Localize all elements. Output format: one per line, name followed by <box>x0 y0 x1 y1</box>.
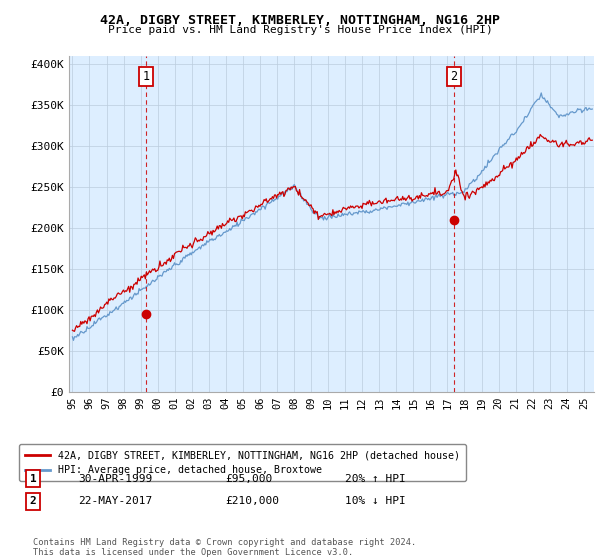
Text: 20% ↑ HPI: 20% ↑ HPI <box>345 474 406 484</box>
Text: 1: 1 <box>143 70 150 83</box>
Text: Price paid vs. HM Land Registry's House Price Index (HPI): Price paid vs. HM Land Registry's House … <box>107 25 493 35</box>
Legend: 42A, DIGBY STREET, KIMBERLEY, NOTTINGHAM, NG16 2HP (detached house), HPI: Averag: 42A, DIGBY STREET, KIMBERLEY, NOTTINGHAM… <box>19 444 466 481</box>
Text: 42A, DIGBY STREET, KIMBERLEY, NOTTINGHAM, NG16 2HP: 42A, DIGBY STREET, KIMBERLEY, NOTTINGHAM… <box>100 14 500 27</box>
Text: 1: 1 <box>29 474 37 484</box>
Text: 30-APR-1999: 30-APR-1999 <box>78 474 152 484</box>
Text: 22-MAY-2017: 22-MAY-2017 <box>78 496 152 506</box>
Text: Contains HM Land Registry data © Crown copyright and database right 2024.
This d: Contains HM Land Registry data © Crown c… <box>33 538 416 557</box>
Text: 10% ↓ HPI: 10% ↓ HPI <box>345 496 406 506</box>
Text: £210,000: £210,000 <box>225 496 279 506</box>
Text: £95,000: £95,000 <box>225 474 272 484</box>
Text: 2: 2 <box>451 70 457 83</box>
Text: 2: 2 <box>29 496 37 506</box>
